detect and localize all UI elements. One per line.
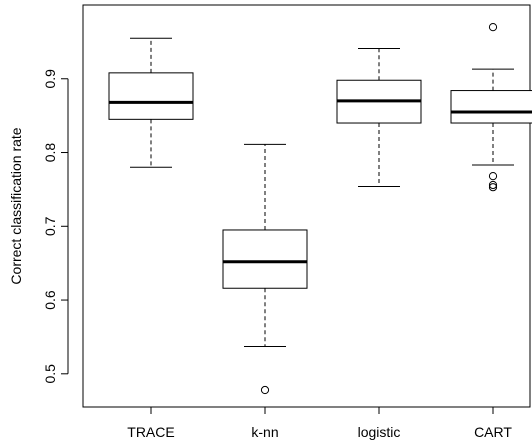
x-tick-label: logistic	[358, 424, 401, 440]
y-axis-title: Correct classification rate	[8, 127, 24, 284]
plot-frame	[82, 4, 531, 408]
outlier-point	[488, 180, 498, 190]
x-axis: TRACE k-nn logistic CART	[127, 406, 512, 440]
iqr-box	[450, 90, 532, 124]
outlier-point	[488, 183, 498, 192]
outlier-point	[260, 385, 270, 395]
box-cart	[450, 23, 532, 192]
y-tick-label: 0.7	[42, 216, 58, 236]
box-logistic	[336, 48, 422, 187]
y-axis: 0.5 0.6 0.7 0.8 0.9	[42, 69, 69, 384]
x-tick-label: CART	[474, 424, 512, 440]
y-tick-label: 0.6	[42, 290, 58, 310]
x-tick-label: k-nn	[251, 424, 278, 440]
y-tick-label: 0.5	[42, 364, 58, 384]
box-k-nn	[222, 143, 308, 395]
iqr-box	[108, 72, 194, 120]
x-tick-label: TRACE	[127, 424, 174, 440]
iqr-box	[222, 229, 308, 289]
outlier-point	[488, 23, 498, 32]
boxes	[108, 23, 532, 395]
outlier-point	[488, 172, 498, 181]
y-tick-label: 0.8	[42, 143, 58, 163]
y-tick-label: 0.9	[42, 69, 58, 89]
box-trace	[108, 37, 194, 168]
